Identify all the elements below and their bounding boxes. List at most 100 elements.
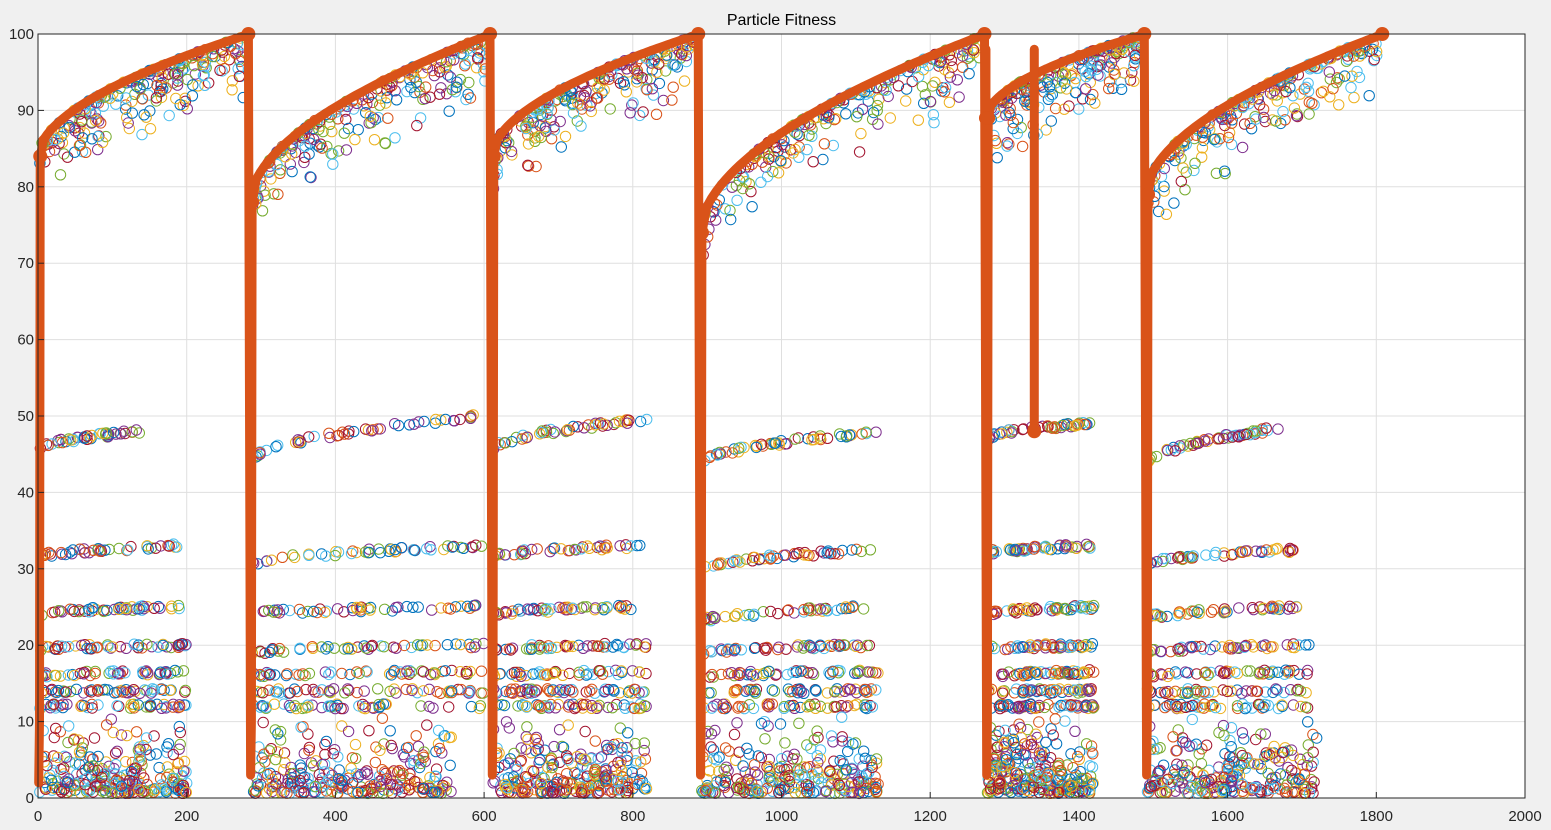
particle-point [384, 685, 396, 697]
particle-point [630, 755, 642, 767]
particle-point [522, 129, 534, 141]
particle-point [314, 603, 326, 615]
particle-point [49, 133, 61, 146]
particle-point [171, 68, 184, 81]
particle-point [413, 80, 425, 93]
particle-point [526, 684, 539, 697]
particle-point [519, 699, 531, 712]
particle-point [622, 727, 634, 739]
particle-point [307, 786, 320, 798]
particle-point [450, 81, 462, 93]
particle-point [130, 726, 143, 738]
particle-point [130, 778, 143, 791]
particle-point [200, 62, 212, 74]
particle-point [430, 413, 442, 426]
particle-point [174, 99, 186, 111]
particle-point [528, 765, 540, 777]
particle-point [620, 539, 632, 551]
particle-point [48, 698, 60, 710]
particle-point [361, 768, 374, 780]
particle-point [133, 751, 146, 763]
particle-point [345, 762, 357, 774]
particle-point [597, 420, 609, 432]
particle-point [179, 684, 192, 697]
particle-point [528, 686, 541, 698]
particle-point [418, 415, 430, 428]
particle-point [614, 601, 627, 613]
particle-point [613, 415, 626, 427]
particle-point [638, 641, 651, 653]
particle-point [650, 108, 663, 121]
particle-point [374, 423, 386, 435]
particle-point [546, 761, 558, 774]
particle-point [408, 755, 420, 767]
particle-point [332, 546, 345, 558]
particle-point [525, 643, 538, 655]
particle-point [499, 778, 511, 791]
particle-point [569, 603, 581, 616]
particle-point [370, 741, 382, 753]
particle-point [378, 603, 391, 615]
particle-point [87, 786, 99, 798]
particle-point [257, 716, 269, 729]
particle-point [507, 687, 519, 699]
particle-point [426, 604, 438, 616]
particle-point [49, 782, 61, 795]
particle-point [189, 68, 202, 80]
particle-point [115, 780, 128, 792]
particle-point [603, 73, 615, 85]
particle-point [454, 638, 467, 651]
particle-point [292, 434, 304, 446]
particle-point [376, 773, 388, 786]
particle-point [772, 167, 785, 179]
particle-point [269, 724, 281, 736]
particle-point [527, 668, 539, 680]
particle-point [553, 724, 566, 736]
particle-point [134, 687, 146, 699]
particle-point [266, 781, 279, 793]
particle-point [464, 92, 477, 104]
particle-point [393, 764, 406, 777]
particle-point [559, 639, 571, 652]
particle-point [181, 103, 194, 115]
particle-point [429, 639, 441, 652]
particle-point [61, 698, 73, 710]
particle-point [155, 91, 168, 104]
particle-point [110, 98, 122, 110]
particle-point [333, 773, 345, 785]
particle-point [110, 758, 122, 771]
particle-point [569, 543, 581, 556]
particle-point [518, 544, 530, 556]
particle-point [349, 738, 362, 751]
particle-point [340, 144, 353, 156]
particle-point [367, 424, 379, 436]
particle-point [402, 779, 414, 792]
particle-point [505, 145, 518, 158]
particle-point [273, 687, 286, 699]
particle-point [263, 669, 276, 681]
particle-point [626, 99, 638, 111]
particle-point [343, 769, 356, 781]
particle-point [62, 640, 75, 653]
particle-point [336, 426, 349, 438]
particle-point [533, 700, 545, 712]
particle-point [296, 702, 309, 715]
particle-point [549, 426, 561, 438]
particle-point [355, 768, 367, 781]
particle-point [323, 685, 336, 697]
particle-point [265, 173, 277, 185]
particle-point [178, 755, 191, 768]
particle-point [450, 638, 462, 650]
particle-point [161, 668, 174, 680]
particle-point [324, 431, 336, 444]
particle-point [401, 600, 413, 613]
particle-point [646, 83, 659, 95]
particle-point [446, 664, 458, 677]
particle-point [445, 731, 457, 743]
particle-point [153, 761, 165, 774]
particle-point [580, 85, 592, 98]
particle-point [406, 684, 418, 697]
particle-point [264, 646, 276, 658]
particle-point [555, 543, 567, 555]
